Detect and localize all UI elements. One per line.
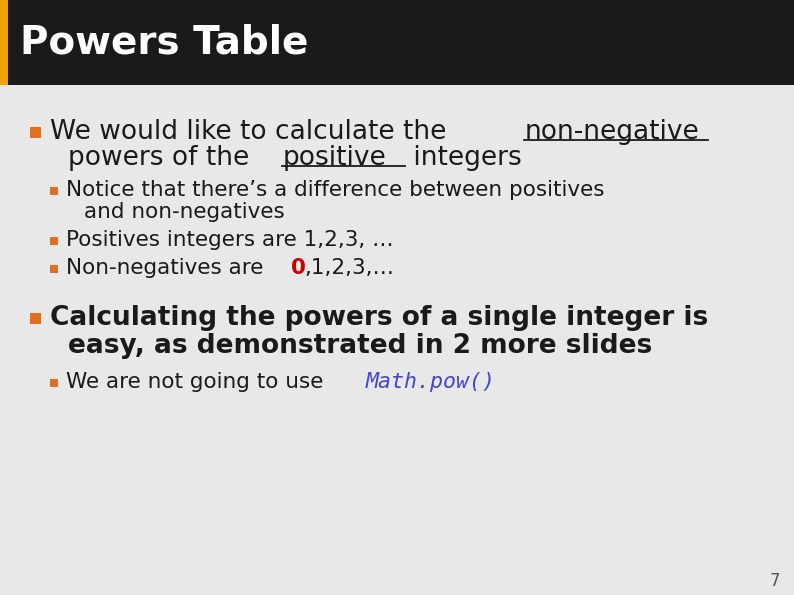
Bar [0,0,8,85]
Text: powers of the: powers of the [68,145,257,171]
Text: positive: positive [283,145,386,171]
Text: We would like to calculate the: We would like to calculate the [50,119,455,145]
Bar [50,265,58,273]
Text: Math.pow(): Math.pow() [366,372,495,392]
Text: and non-negatives: and non-negatives [84,202,285,222]
Bar [30,313,41,324]
Text: non-negative: non-negative [525,119,700,145]
Text: Powers Table: Powers Table [20,23,308,61]
Bar [30,127,41,138]
Text: Calculating the powers of a single integer is: Calculating the powers of a single integ… [50,305,708,331]
Text: We are not going to use: We are not going to use [66,372,330,392]
Text: 7: 7 [769,572,781,590]
Text: Non-negatives are: Non-negatives are [66,258,270,278]
Bar [50,379,58,387]
Text: easy, as demonstrated in 2 more slides: easy, as demonstrated in 2 more slides [68,333,652,359]
Bar [0,0,794,85]
Text: Positives integers are 1,2,3, …: Positives integers are 1,2,3, … [66,230,394,250]
Bar [50,187,58,195]
Text: integers: integers [405,145,522,171]
Text: ,1,2,3,…: ,1,2,3,… [304,258,394,278]
Text: Notice that there’s a difference between positives: Notice that there’s a difference between… [66,180,604,200]
Text: 0: 0 [291,258,306,278]
Bar [50,237,58,245]
